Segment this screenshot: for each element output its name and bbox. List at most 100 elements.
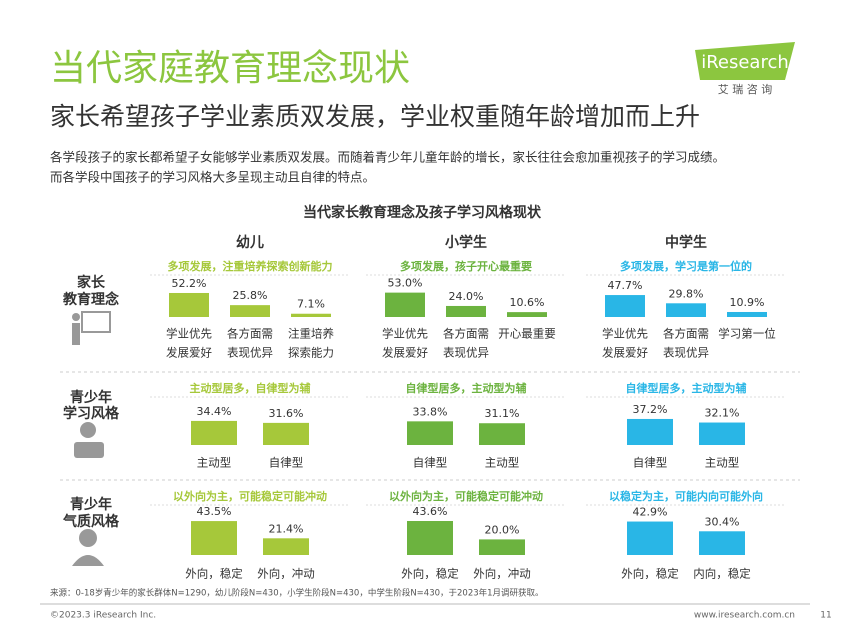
bar-caption: 自律型居多，主动型为辅	[626, 381, 747, 395]
row-label: 青少年	[70, 496, 112, 513]
category-label: 学业优先	[382, 327, 428, 341]
logo-cn: 艾 瑞 咨 询	[718, 82, 773, 96]
bar	[666, 303, 706, 317]
category-label: 内向，稳定	[693, 567, 751, 581]
value-label: 32.1%	[705, 407, 740, 420]
bar	[627, 521, 673, 555]
bar	[230, 305, 270, 317]
value-label: 31.6%	[269, 407, 304, 420]
value-label: 29.8%	[669, 287, 704, 300]
bar-caption: 多项发展，孩子开心最重要	[400, 259, 532, 273]
category-label: 自律型	[633, 456, 668, 470]
row-label: 青少年	[70, 389, 112, 406]
value-label: 47.7%	[608, 279, 643, 292]
bar-caption: 多项发展，学习是第一位的	[620, 259, 752, 273]
category-label: 发展爱好	[382, 346, 428, 360]
bar	[727, 311, 767, 317]
value-label: 7.1%	[297, 298, 325, 311]
bar	[169, 292, 209, 317]
value-label: 20.0%	[485, 523, 520, 536]
value-label: 10.6%	[510, 296, 545, 309]
value-label: 33.8%	[413, 405, 448, 418]
logo-name: iResearch	[701, 52, 789, 73]
value-label: 21.4%	[269, 522, 304, 535]
category-label: 主动型	[705, 456, 740, 470]
category-label: 主动型	[197, 456, 232, 470]
bar-caption: 以外向为主，可能稳定可能冲动	[389, 489, 543, 503]
value-label: 42.9%	[633, 506, 668, 519]
category-label: 学习第一位	[718, 327, 776, 341]
bar	[479, 423, 525, 445]
row-label: 教育理念	[63, 291, 120, 308]
bar	[291, 313, 331, 317]
row-label: 气质风格	[62, 513, 120, 530]
footnote: 来源：0-18岁青少年的家长群体N=1290，幼儿阶段N=430，小学生阶段N=…	[50, 588, 544, 599]
copyright: ©2023.3 iResearch Inc.	[50, 611, 156, 621]
row-label: 家长	[77, 274, 106, 291]
value-label: 43.5%	[197, 505, 232, 518]
url: www.iresearch.com.cn	[694, 611, 795, 621]
category-label: 外向，冲动	[257, 567, 315, 581]
value-label: 43.6%	[413, 505, 448, 518]
bar	[263, 538, 309, 555]
bar	[191, 420, 237, 445]
value-label: 10.9%	[730, 296, 765, 309]
bar	[385, 292, 425, 317]
bar	[407, 520, 453, 555]
category-label: 外向，稳定	[185, 567, 243, 581]
value-label: 25.8%	[233, 289, 268, 302]
bar-caption: 以稳定为主，可能内向可能外向	[609, 489, 763, 503]
category-label: 学业优先	[602, 327, 648, 341]
value-label: 34.4%	[197, 405, 232, 418]
category-label: 开心最重要	[498, 327, 556, 341]
category-label: 探索能力	[288, 346, 334, 360]
value-label: 31.1%	[485, 407, 520, 420]
bar	[627, 418, 673, 445]
bar	[479, 539, 525, 555]
chart-title: 当代家长教育理念及孩子学习风格现状	[303, 204, 542, 221]
page-number: 11	[820, 611, 831, 621]
value-label: 53.0%	[388, 277, 423, 290]
bar-caption: 主动型居多，自律型为辅	[190, 381, 311, 395]
bar	[605, 295, 645, 317]
category-label: 自律型	[413, 456, 448, 470]
subtitle: 家长希望孩子学业素质双发展，学业权重随年龄增加而上升	[50, 102, 700, 131]
value-label: 24.0%	[449, 290, 484, 303]
category-label: 自律型	[269, 456, 304, 470]
category-label: 表现优异	[227, 346, 273, 360]
category-label: 主动型	[485, 456, 520, 470]
category-label: 表现优异	[443, 346, 489, 360]
bar	[699, 422, 745, 445]
category-label: 外向，稳定	[401, 567, 459, 581]
category-label: 各方面需	[227, 327, 273, 341]
category-label: 注重培养	[288, 327, 334, 341]
paragraph: 各学段孩子的家长都希望子女能够学业素质双发展。而随着青少年儿童年龄的增长，家长往…	[50, 150, 725, 165]
logo-box	[695, 42, 795, 80]
column-header: 小学生	[445, 234, 487, 251]
category-label: 各方面需	[663, 327, 709, 341]
icons	[72, 311, 111, 566]
category-label: 外向，冲动	[473, 567, 531, 581]
category-label: 各方面需	[443, 327, 489, 341]
bar	[446, 305, 486, 317]
bar-caption: 以外向为主，可能稳定可能冲动	[173, 489, 327, 503]
bar	[191, 521, 237, 555]
bar	[507, 312, 547, 317]
category-label: 发展爱好	[166, 346, 212, 360]
row-label: 学习风格	[63, 405, 120, 422]
category-label: 学业优先	[166, 327, 212, 341]
category-label: 表现优异	[663, 346, 709, 360]
bar	[263, 422, 309, 445]
paragraph: 而各学段中国孩子的学习风格大多呈现主动且自律的特点。	[50, 170, 375, 185]
bar	[699, 531, 745, 555]
bar-caption: 多项发展，注重培养探索创新能力	[168, 259, 333, 273]
category-label: 外向，稳定	[621, 567, 679, 581]
bar-caption: 自律型居多，主动型为辅	[406, 381, 527, 395]
category-label: 发展爱好	[602, 346, 648, 360]
value-label: 30.4%	[705, 515, 740, 528]
column-header: 幼儿	[236, 234, 264, 251]
value-label: 37.2%	[633, 403, 668, 416]
value-label: 52.2%	[172, 277, 207, 290]
bar	[407, 421, 453, 445]
